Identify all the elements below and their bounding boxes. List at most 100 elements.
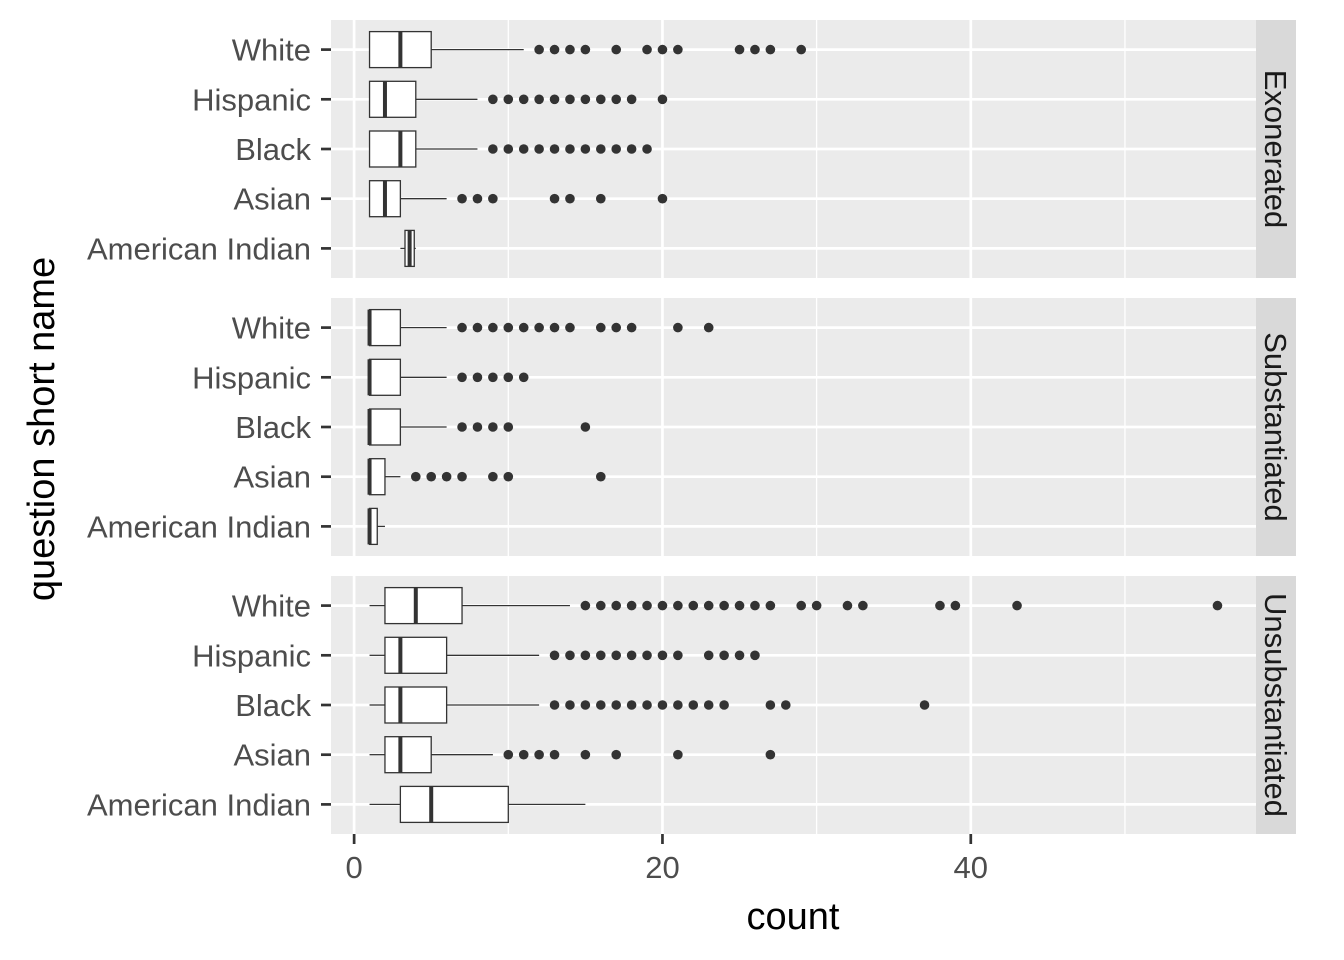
outlier-point bbox=[626, 650, 637, 661]
outlier-point bbox=[935, 600, 945, 611]
outlier-point bbox=[580, 650, 591, 661]
outlier-point bbox=[688, 700, 699, 710]
facet-panels: White Hispanic Black Asian American Indian Ex… bbox=[87, 20, 1296, 834]
outlier-point bbox=[688, 600, 699, 611]
outlier-point bbox=[750, 650, 760, 661]
outlier-point bbox=[565, 193, 575, 204]
outlier-point bbox=[611, 144, 622, 154]
outlier-point bbox=[842, 600, 853, 611]
outlier-point bbox=[503, 94, 514, 105]
outlier-point bbox=[626, 94, 637, 105]
outlier-point bbox=[626, 322, 637, 333]
facet-panel: White Hispanic Black Asian American Indian Su… bbox=[87, 298, 1296, 556]
outlier-point bbox=[488, 471, 498, 482]
box-asian bbox=[368, 180, 668, 218]
outlier-point bbox=[580, 44, 591, 55]
outlier-point bbox=[410, 471, 421, 482]
x-tick-label: 0 bbox=[346, 850, 363, 885]
outlier-point bbox=[565, 144, 575, 154]
outlier-point bbox=[549, 322, 560, 333]
outlier-point bbox=[611, 600, 622, 611]
y-axis-title: question short name bbox=[21, 257, 63, 601]
outlier-point bbox=[549, 94, 560, 105]
outlier-point bbox=[611, 322, 622, 333]
outlier-point bbox=[719, 600, 729, 611]
x-axis: 0 20 40 bbox=[346, 834, 988, 885]
outlier-point bbox=[703, 322, 714, 333]
y-tick-label: White bbox=[232, 311, 311, 346]
y-tick-label: Black bbox=[235, 688, 311, 723]
box-iqr bbox=[368, 408, 402, 446]
outlier-point bbox=[595, 193, 606, 204]
outlier-point bbox=[611, 94, 622, 105]
outlier-point bbox=[518, 144, 529, 154]
box-iqr bbox=[384, 586, 463, 625]
outlier-point bbox=[611, 749, 622, 760]
outlier-point bbox=[611, 700, 622, 710]
outlier-point bbox=[673, 700, 683, 710]
outlier-point bbox=[580, 94, 591, 105]
outlier-point bbox=[657, 700, 668, 710]
outlier-point bbox=[534, 322, 544, 333]
outlier-point bbox=[595, 600, 606, 611]
outlier-point bbox=[488, 144, 498, 154]
box-black bbox=[369, 686, 930, 724]
facet-panel: White Hispanic Black Asian American Indian Un… bbox=[87, 576, 1296, 834]
box-iqr bbox=[384, 636, 448, 674]
facet-strip bbox=[1256, 20, 1296, 278]
facet-strip-label: Substantiated bbox=[1258, 332, 1293, 522]
box-iqr bbox=[368, 358, 402, 396]
box-iqr bbox=[399, 785, 509, 824]
outlier-point bbox=[549, 144, 560, 154]
outlier-point bbox=[426, 471, 437, 482]
y-tick-label: American Indian bbox=[87, 231, 311, 266]
outlier-point bbox=[503, 144, 514, 154]
outlier-point bbox=[657, 44, 668, 55]
outlier-point bbox=[503, 372, 514, 383]
box-black bbox=[368, 130, 652, 168]
outlier-point bbox=[719, 700, 729, 710]
outlier-point bbox=[488, 422, 498, 432]
box-iqr bbox=[368, 308, 402, 347]
outlier-point bbox=[580, 422, 591, 432]
outlier-point bbox=[549, 44, 560, 55]
y-tick-label: Asian bbox=[233, 738, 311, 773]
outlier-point bbox=[503, 422, 514, 432]
box-hispanic bbox=[367, 358, 529, 396]
outlier-point bbox=[642, 44, 652, 55]
outlier-point bbox=[580, 700, 591, 710]
box-asian bbox=[367, 458, 606, 496]
outlier-point bbox=[642, 700, 652, 710]
outlier-point bbox=[595, 94, 606, 105]
y-tick-label: Black bbox=[235, 410, 311, 445]
outlier-point bbox=[642, 144, 652, 154]
outlier-point bbox=[549, 193, 560, 204]
outlier-point bbox=[703, 600, 714, 611]
y-tick-label: Asian bbox=[233, 182, 311, 217]
outlier-point bbox=[626, 144, 637, 154]
box-asian bbox=[369, 736, 776, 774]
facet-strip bbox=[1256, 576, 1296, 834]
outlier-point bbox=[565, 322, 575, 333]
box-american-indian bbox=[367, 507, 385, 546]
outlier-point bbox=[457, 372, 467, 383]
outlier-point bbox=[488, 372, 498, 383]
outlier-point bbox=[811, 600, 822, 611]
outlier-point bbox=[734, 650, 745, 661]
y-tick-label: Asian bbox=[233, 460, 311, 495]
y-tick-label: White bbox=[232, 589, 311, 624]
outlier-point bbox=[441, 471, 452, 482]
outlier-point bbox=[472, 193, 483, 204]
box-american-indian bbox=[369, 785, 586, 824]
outlier-point bbox=[734, 600, 745, 611]
y-tick-label: Hispanic bbox=[192, 360, 311, 395]
box-american-indian bbox=[400, 229, 416, 268]
outlier-point bbox=[611, 650, 622, 661]
outlier-point bbox=[549, 650, 560, 661]
outlier-point bbox=[595, 144, 606, 154]
outlier-point bbox=[472, 372, 483, 383]
outlier-point bbox=[626, 700, 637, 710]
outlier-point bbox=[796, 600, 807, 611]
x-tick-label: 20 bbox=[645, 850, 679, 885]
outlier-point bbox=[611, 44, 622, 55]
